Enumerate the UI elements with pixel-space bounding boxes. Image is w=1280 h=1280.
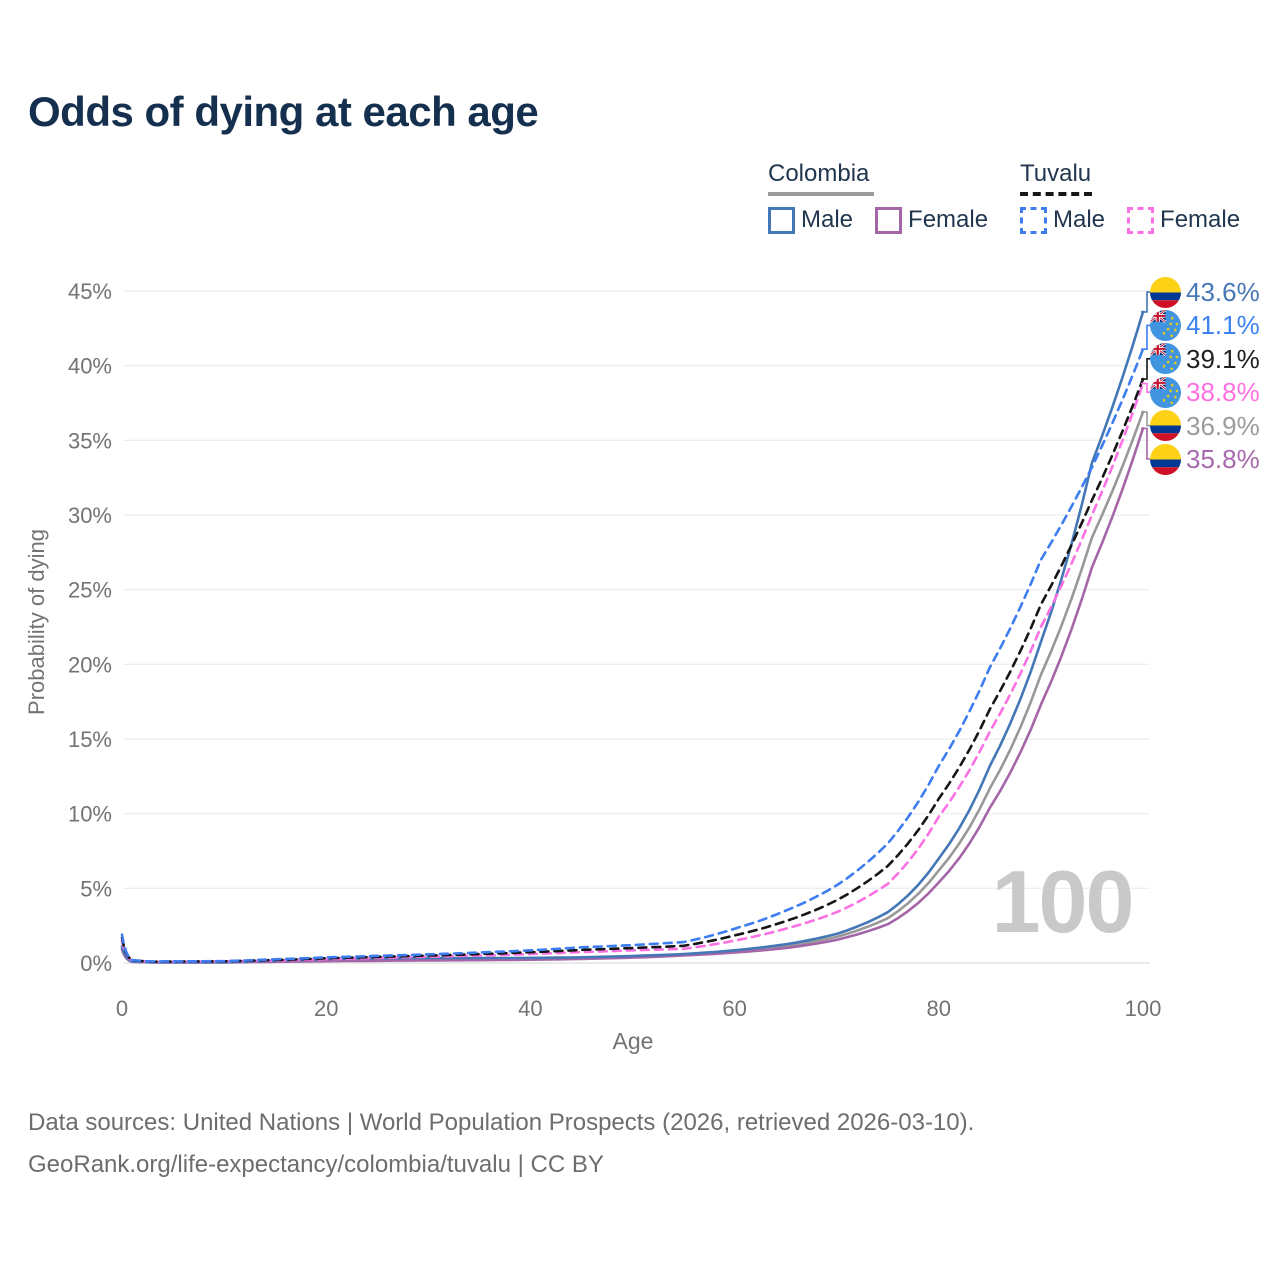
end-label-row-tuvalu-both-sexes: 39.1%: [1150, 342, 1260, 376]
y-tick-label: 15%: [68, 727, 112, 752]
line-tuvalu-male: [120, 347, 1145, 963]
y-tick-label: 20%: [68, 652, 112, 677]
colombia-flag-icon: [1150, 443, 1181, 475]
legend-group-tuvalu: Tuvalu Male Female: [1020, 160, 1262, 234]
legend-swatch-tuvalu-female: [1127, 206, 1155, 234]
y-tick-label: 30%: [68, 503, 112, 528]
y-tick-label: 0%: [80, 951, 112, 976]
tuvalu-flag-icon: [1150, 309, 1181, 341]
y-tick-label: 10%: [68, 802, 112, 827]
leader-line-colombia-female: [1141, 427, 1151, 460]
end-value-label: 35.8%: [1186, 444, 1260, 474]
page-title: Odds of dying at each age: [28, 88, 539, 135]
legend-header-tuvalu: Tuvalu: [1020, 160, 1092, 187]
end-value-label: 39.1%: [1186, 343, 1260, 374]
end-label-row-tuvalu-male: 41.1%: [1150, 308, 1260, 342]
y-tick-label: 45%: [68, 279, 112, 304]
legend-label-tuvalu-male: Male: [1053, 206, 1106, 233]
end-value-label: 41.1%: [1186, 310, 1260, 341]
legend-group-colombia: Colombia Male Female: [768, 160, 1010, 234]
y-tick-label: 35%: [68, 428, 112, 453]
legend-header-colombia: Colombia: [768, 160, 870, 187]
footer-attribution: GeoRank.org/life-expectancy/colombia/tuv…: [28, 1151, 604, 1178]
leader-line-tuvalu-female: [1141, 382, 1151, 393]
end-label-row-colombia-both-sexes: 36.9%: [1150, 409, 1260, 443]
end-label-row-colombia-male: 43.6%: [1150, 275, 1260, 309]
legend-swatch-colombia-female: [875, 206, 903, 234]
x-axis-title: Age: [613, 1028, 654, 1054]
end-value-label: 36.9%: [1186, 410, 1260, 441]
x-tick-label: 80: [927, 996, 951, 1021]
end-label-row-tuvalu-female: 38.8%: [1150, 375, 1260, 409]
x-tick-label: 100: [1125, 996, 1162, 1021]
legend-swatch-tuvalu-male: [1020, 206, 1047, 234]
leader-line-colombia-male: [1141, 291, 1151, 313]
colombia-flag-icon: [1150, 410, 1181, 442]
x-tick-label: 0: [116, 996, 128, 1021]
x-tick-label: 60: [722, 996, 746, 1021]
line-colombia-both-sexes: [120, 410, 1145, 964]
legend-label-colombia-male: Male: [801, 206, 854, 233]
line-colombia-male: [120, 310, 1145, 964]
leader-line-colombia-both-sexes: [1141, 411, 1151, 427]
y-tick-label: 40%: [68, 354, 112, 379]
legend-underline-colombia-solid: [768, 192, 874, 196]
line-colombia-female: [120, 427, 1145, 964]
end-value-label: 38.8%: [1186, 377, 1260, 408]
tuvalu-flag-icon: [1150, 343, 1181, 375]
chart-curve-layer: [120, 291, 1151, 964]
legend-underline-tuvalu-dashed: [1020, 192, 1092, 196]
legend-swatch-colombia-male: [768, 206, 795, 234]
tuvalu-flag-icon: [1150, 376, 1181, 408]
x-tick-label: 40: [518, 996, 542, 1021]
colombia-flag-icon: [1150, 276, 1181, 308]
y-tick-label: 5%: [80, 876, 112, 901]
end-label-row-colombia-female: 35.8%: [1150, 442, 1260, 476]
line-tuvalu-female: [120, 382, 1145, 964]
age-100-watermark: 100: [991, 852, 1135, 951]
legend-label-colombia-female: Female: [908, 206, 989, 233]
y-axis-title: Probability of dying: [24, 529, 49, 715]
x-tick-label: 20: [314, 996, 338, 1021]
y-tick-label: 25%: [68, 578, 112, 603]
leader-line-tuvalu-male: [1141, 324, 1151, 350]
chart-grid-layer: 0% 5% 10% 15% 20% 25% 30% 35% 40% 45% 0 20 40 60 80 10…: [24, 279, 1162, 1054]
leader-line-tuvalu-both-sexes: [1141, 358, 1151, 380]
legend-items-colombia: Male Female: [768, 206, 1010, 234]
footer-sources: Data sources: United Nations | World Pop…: [28, 1109, 975, 1136]
footer: Data sources: United Nations | World Pop…: [28, 1102, 974, 1186]
end-value-label: 43.6%: [1186, 277, 1260, 307]
legend-label-tuvalu-female: Female: [1160, 206, 1241, 233]
legend-items-tuvalu: Male Female: [1020, 206, 1262, 234]
